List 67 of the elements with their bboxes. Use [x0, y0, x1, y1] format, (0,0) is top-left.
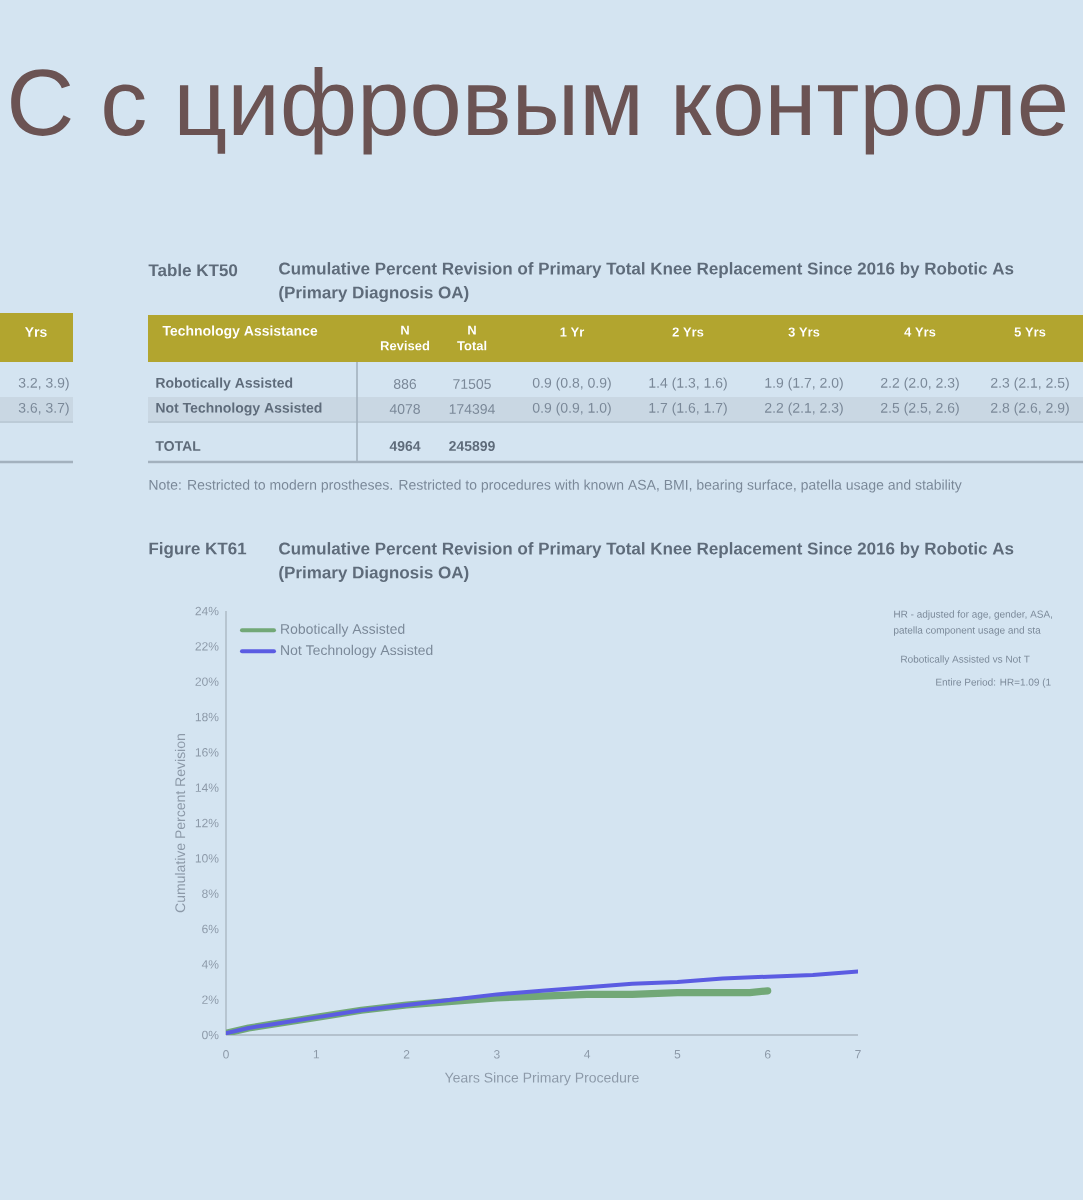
x-tick-label: 0: [223, 1050, 229, 1059]
text: N Revised: [380, 325, 430, 351]
text: (Primary Diagnosis OA): [279, 286, 469, 302]
text: HR - adjusted for age, gender, ASA,: [894, 610, 1053, 620]
y-tick-label: 10%: [195, 854, 219, 863]
text: TOTAL: [155, 441, 201, 451]
text: patella component usage and sta: [894, 626, 1041, 636]
text: 71505: [453, 379, 491, 389]
x-tick-label: 2: [403, 1050, 410, 1059]
text: Yrs: [24, 327, 47, 337]
text: 2 Yrs: [672, 327, 704, 337]
x-tick-label: 4: [584, 1050, 591, 1059]
y-tick-label: 0%: [202, 1030, 219, 1040]
legend-label: Robotically Assisted: [281, 623, 405, 637]
text: 5 Yrs: [1014, 327, 1046, 337]
text: 1.4 (1.3, 1.6): [649, 377, 727, 391]
text: 3 Yrs: [788, 327, 820, 337]
y-tick-label: 6%: [202, 924, 219, 934]
legend-label: Not Technology Assisted: [281, 644, 433, 658]
text: 2.2 (2.0, 2.3): [881, 377, 959, 391]
text: Robotically Assisted: [156, 377, 293, 391]
text: 2.3 (2.1, 2.5): [991, 377, 1069, 391]
text: 1.9 (1.7, 2.0): [765, 377, 843, 391]
chart-title: С с цифровым контроле: [11, 66, 1065, 155]
text: 4964: [389, 441, 421, 451]
text: 4078: [389, 404, 420, 414]
text: 0.9 (0.8, 0.9): [532, 377, 611, 391]
text: 0.9 (0.9, 1.0): [532, 402, 611, 416]
y-tick-label: 20%: [195, 677, 219, 686]
text: Table KT50: [148, 263, 238, 277]
y-tick-label: 24%: [195, 606, 219, 616]
y-axis-title: Cumulative Percent Revision: [174, 734, 186, 913]
text: Entire Period: HR=1.09 (1: [936, 678, 1051, 688]
text: N Total: [457, 325, 487, 351]
x-tick-label: 3: [493, 1050, 500, 1059]
text: Technology Assistance: [162, 325, 318, 339]
text: Note: Restricted to modern prostheses. Restricted to procedures with known ASA, BMI, bearing surface, patella usage and stability: [149, 479, 962, 493]
text: Robotically Assisted vs Not T: [901, 655, 1030, 665]
text: 2.8 (2.6, 2.9): [991, 402, 1069, 416]
text: 2.5 (2.5, 2.6): [881, 402, 959, 416]
text: 4 Yrs: [904, 327, 936, 337]
text: 174394: [449, 404, 495, 414]
y-tick-label: 2%: [202, 995, 219, 1004]
text: 1 Yr: [560, 327, 585, 337]
y-tick-label: 4%: [201, 960, 219, 969]
text: Cumulative Percent Revision of Primary Total Knee Replacement Since 2016 by Robotic As: [279, 262, 1014, 278]
text: 3.2, 3.9): [18, 377, 69, 391]
text: 3.6, 3.7): [18, 402, 69, 416]
text: 245899: [449, 441, 495, 451]
text: 2.2 (2.1, 2.3): [765, 402, 843, 416]
text: (Primary Diagnosis OA): [279, 566, 469, 582]
y-tick-label: 18%: [195, 712, 219, 722]
text: Not Technology Assisted: [156, 402, 322, 416]
x-tick-label: 6: [764, 1050, 771, 1059]
text: 886: [393, 379, 417, 389]
x-axis-title: Years Since Primary Procedure: [444, 1072, 639, 1086]
y-tick-label: 16%: [195, 748, 219, 757]
text: 1.7 (1.6, 1.7): [649, 402, 727, 416]
y-tick-label: 8%: [202, 889, 219, 898]
y-tick-label: 14%: [195, 783, 219, 792]
text: Cumulative Percent Revision of Primary Total Knee Replacement Since 2016 by Robotic As: [279, 542, 1014, 558]
y-tick-label: 12%: [195, 818, 219, 828]
x-tick-label: 1: [313, 1050, 320, 1059]
text: Figure KT61: [149, 542, 247, 558]
y-tick-label: 22%: [195, 642, 219, 651]
x-tick-label: 7: [855, 1050, 861, 1059]
x-tick-label: 5: [674, 1050, 681, 1059]
